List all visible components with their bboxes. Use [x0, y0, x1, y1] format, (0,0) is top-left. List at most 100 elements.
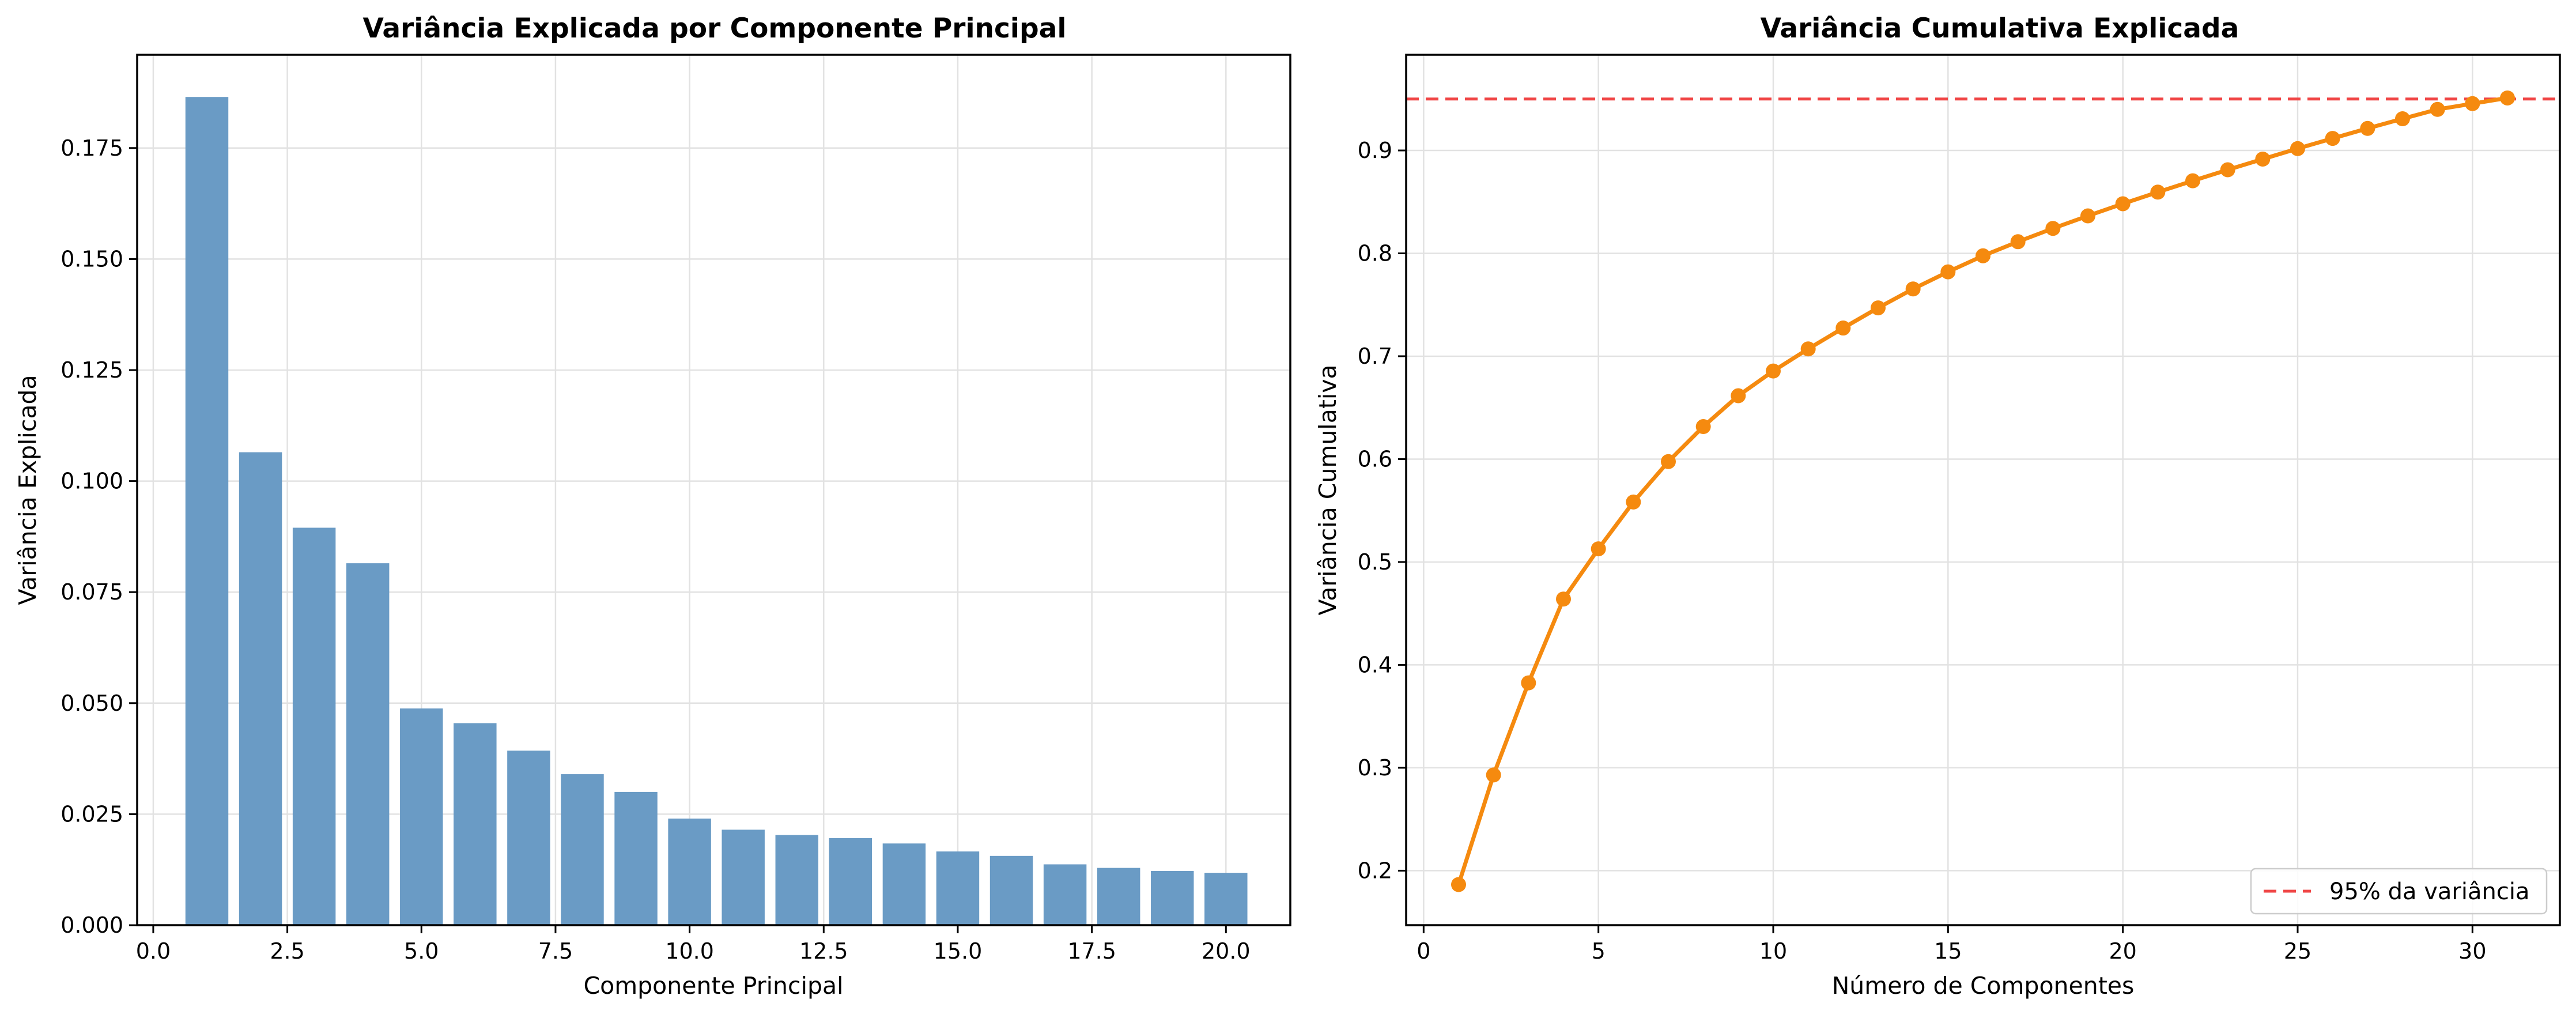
data-point — [2290, 141, 2305, 156]
y-tick-label: 0.6 — [1358, 446, 1392, 472]
y-tick-label: 0.4 — [1358, 652, 1392, 677]
bar — [292, 527, 336, 925]
bar — [507, 751, 550, 925]
bar — [882, 843, 926, 925]
data-point — [1835, 321, 1851, 336]
data-point — [1451, 877, 1466, 892]
data-point — [1905, 281, 1921, 297]
y-tick-label: 0.000 — [61, 913, 123, 938]
x-axis-label: Número de Componentes — [1832, 972, 2135, 1000]
y-axis-ticks: 0.2 0.3 0.4 0.5 0.6 0.7 0.8 0.9 — [1358, 138, 1406, 883]
data-point — [1871, 300, 1886, 316]
x-tick-label: 25 — [2284, 938, 2311, 964]
x-tick-label: 0 — [1417, 938, 1430, 964]
y-tick-label: 0.3 — [1358, 755, 1392, 781]
y-tick-label: 0.025 — [61, 801, 123, 827]
data-point — [1731, 388, 1746, 404]
data-points — [1451, 90, 2515, 892]
bar — [1097, 868, 1140, 925]
data-point — [1661, 454, 1676, 469]
x-tick-label: 5 — [1592, 938, 1606, 964]
bars — [185, 97, 1248, 926]
data-point — [1766, 363, 1781, 379]
data-point — [2360, 120, 2375, 136]
bar — [1043, 864, 1087, 925]
x-tick-label: 7.5 — [538, 938, 573, 964]
data-point — [2430, 101, 2445, 117]
y-tick-label: 0.150 — [61, 246, 123, 272]
y-tick-label: 0.125 — [61, 357, 123, 383]
data-point — [1626, 494, 1641, 510]
bar — [829, 838, 872, 925]
y-tick-label: 0.075 — [61, 579, 123, 605]
y-tick-label: 0.100 — [61, 469, 123, 494]
y-axis-label: Variância Explicada — [14, 375, 41, 605]
bar — [989, 855, 1033, 925]
data-point — [1695, 419, 1711, 435]
bar — [668, 819, 711, 925]
data-point — [2325, 131, 2340, 146]
data-point — [2220, 162, 2235, 178]
data-point — [2500, 90, 2515, 105]
y-axis-ticks: 0.000 0.025 0.050 0.075 0.100 0.125 0.150 0.175 — [61, 135, 137, 938]
bar — [936, 851, 980, 925]
bar — [1204, 873, 1248, 925]
data-point — [1486, 767, 1501, 783]
data-point — [1521, 675, 1536, 691]
data-point — [2395, 111, 2410, 127]
chart-title: Variância Cumulativa Explicada — [1761, 13, 2239, 44]
x-axis-ticks: 0.0 2.5 5.0 7.5 10.0 12.5 15.0 17.5 20.0 — [136, 925, 1251, 964]
cumulative-variance-chart: Variância Cumulativa Explicada 0 5 10 15 20 2… — [1314, 13, 2561, 1000]
x-tick-label: 15.0 — [934, 938, 983, 964]
data-point — [1976, 248, 1990, 263]
bar — [775, 835, 818, 925]
x-tick-label: 17.5 — [1067, 938, 1116, 964]
y-tick-label: 0.050 — [61, 691, 123, 716]
x-tick-label: 20 — [2109, 938, 2136, 964]
bar — [346, 563, 390, 925]
data-point — [1556, 591, 1571, 607]
bar — [454, 723, 497, 925]
bar — [1151, 871, 1194, 925]
legend-label: 95% da variância — [2329, 879, 2529, 905]
x-tick-label: 10 — [1759, 938, 1787, 964]
x-axis-label: Componente Principal — [584, 972, 844, 1000]
x-tick-label: 12.5 — [799, 938, 848, 964]
data-point — [2185, 173, 2200, 188]
data-point — [2115, 196, 2131, 212]
bar — [239, 452, 282, 925]
bar — [722, 830, 765, 925]
x-tick-label: 20.0 — [1202, 938, 1251, 964]
data-point — [2010, 234, 2026, 250]
data-point — [1800, 341, 1816, 357]
x-tick-label: 30 — [2458, 938, 2486, 964]
chart-title: Variância Explicada por Componente Princ… — [363, 13, 1067, 44]
data-point — [2150, 184, 2166, 200]
data-point — [1940, 264, 1956, 280]
data-point — [2255, 151, 2271, 167]
legend-box — [2250, 868, 2548, 915]
y-tick-label: 0.5 — [1358, 549, 1392, 575]
x-tick-label: 2.5 — [270, 938, 304, 964]
y-tick-label: 0.8 — [1358, 240, 1392, 266]
plot-frame — [136, 54, 1291, 926]
plot-frame — [1405, 54, 2561, 926]
explained-variance-chart: Variância Explicada por Componente Princ… — [14, 13, 1291, 1000]
bar — [400, 708, 443, 925]
data-point — [2080, 208, 2095, 224]
data-point — [2045, 221, 2061, 236]
y-tick-label: 0.2 — [1358, 858, 1392, 883]
data-point — [1591, 541, 1606, 557]
bar — [614, 791, 658, 925]
y-axis-label: Variância Cumulativa — [1314, 364, 1342, 615]
bar — [561, 774, 604, 925]
x-axis-ticks: 0 5 10 15 20 25 30 — [1417, 925, 2487, 964]
x-tick-label: 10.0 — [665, 938, 714, 964]
x-tick-label: 15 — [1934, 938, 1962, 964]
x-tick-label: 5.0 — [404, 938, 439, 964]
data-point — [2465, 96, 2480, 111]
cumulative-line — [1456, 96, 2508, 885]
y-tick-label: 0.9 — [1358, 138, 1392, 163]
y-tick-label: 0.175 — [61, 135, 123, 161]
